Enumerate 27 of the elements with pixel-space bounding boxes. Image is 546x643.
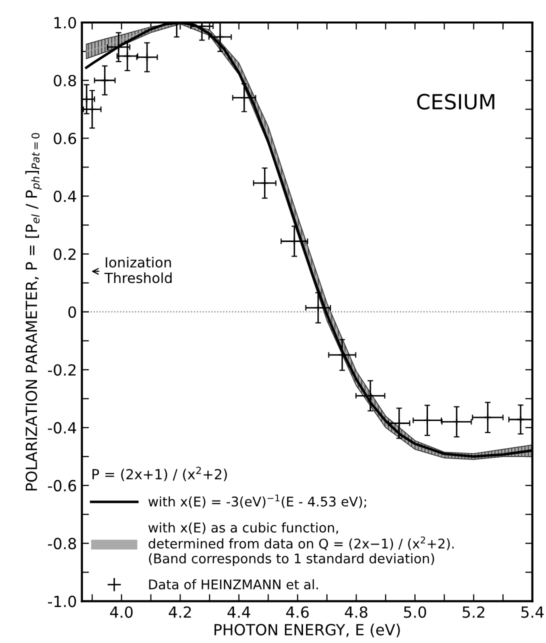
x-tick-label: 4.8: [344, 606, 368, 618]
y-tick-label: 0: [68, 306, 76, 318]
y-tick-label: -0.2: [48, 364, 76, 376]
legend-label: with x(E) as a cubic function, determined from data on Q = (2x−1) / (x$^{2}$+2). (Band corresponds to 1 standard deviation): [148, 522, 454, 566]
y-tick-label: -0.4: [48, 422, 76, 434]
y-tick-label: 0.2: [54, 248, 76, 260]
x-tick-label: 4.2: [168, 606, 191, 618]
annotation: Ionization Threshold: [104, 256, 172, 284]
x-axis-title: PHOTON ENERGY, E (eV): [214, 624, 400, 638]
y-tick-label: -0.8: [48, 538, 76, 550]
y-tick-label: 0.4: [54, 190, 76, 202]
x-tick-label: 4.0: [110, 606, 133, 618]
x-tick-label: 5.2: [462, 606, 484, 618]
x-tick-label: 5.4: [521, 606, 544, 618]
legend-label: Data of HEINZMANN et al.: [149, 579, 318, 590]
legend-title: P = (2x+1) / (x$^{2}$+2): [92, 466, 227, 482]
y-tick-label: 0.8: [54, 74, 76, 86]
x-tick-label: 4.6: [286, 606, 309, 618]
annotation: CESIUM: [417, 94, 494, 110]
y-axis-title: POLARIZATION PARAMETER, P = [P$_{el}$ / P$_{ph}$]$_{Pat=0}$: [25, 133, 42, 490]
y-tick-label: -1.0: [48, 596, 76, 608]
x-tick-label: 4.4: [227, 606, 250, 618]
y-tick-label: 0.6: [54, 132, 76, 144]
legend-label: with x(E) = -3(eV)$^{−1}$(E - 4.53 eV);: [148, 494, 366, 508]
y-tick-label: -0.6: [48, 480, 76, 492]
x-tick-label: 5.0: [404, 606, 426, 618]
y-tick-label: 1.0: [54, 16, 76, 29]
